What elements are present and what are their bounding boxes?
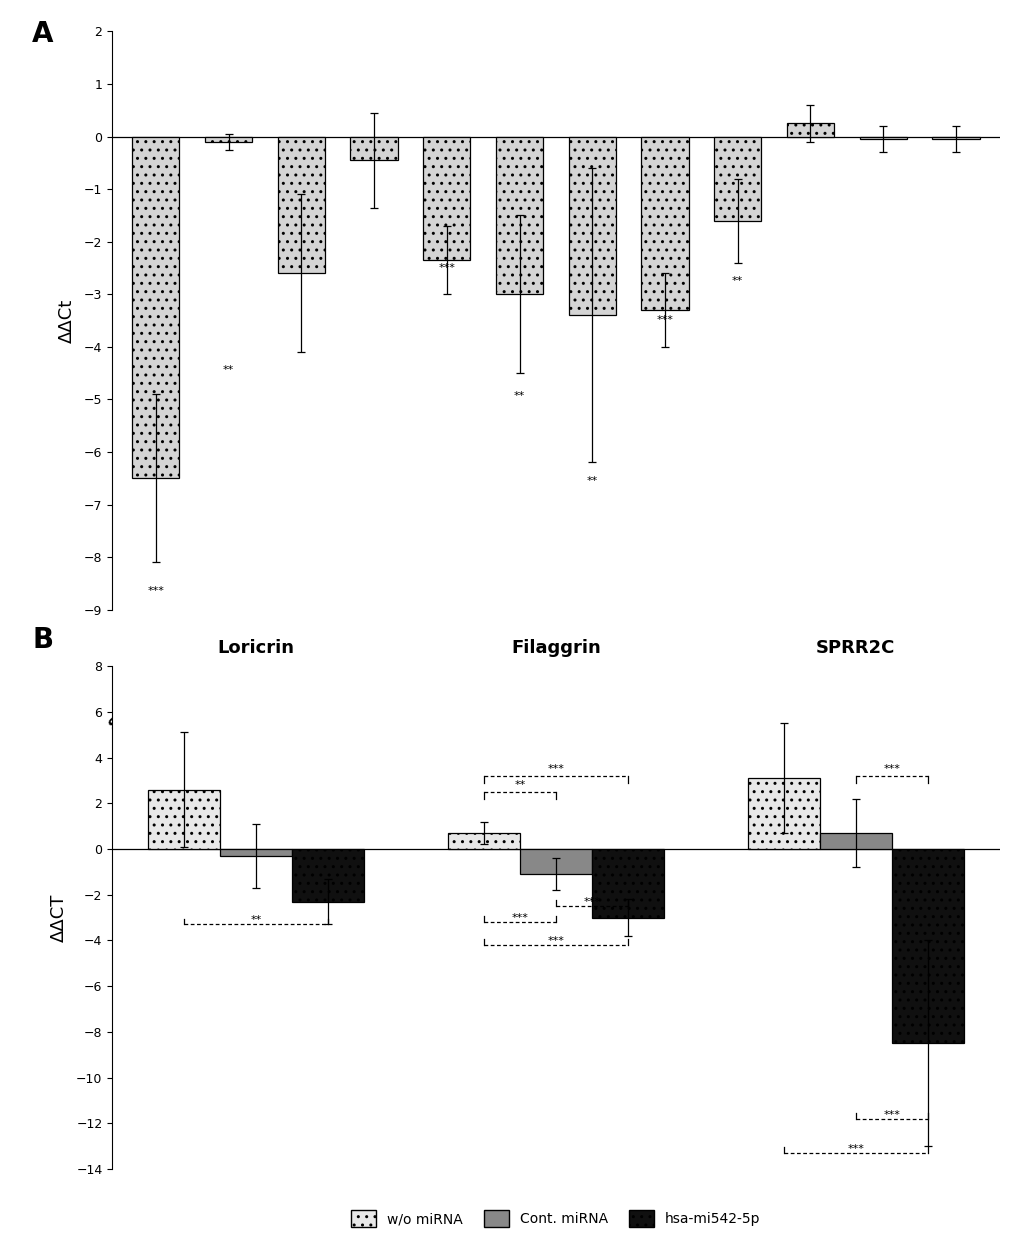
Text: A: A: [33, 20, 54, 48]
Text: **: **: [514, 779, 525, 789]
Bar: [747, 778, 819, 848]
Text: ***: ***: [438, 263, 454, 273]
Bar: [641, 137, 688, 310]
Text: SPRR2E: SPRR2E: [325, 679, 377, 732]
Text: EVPL: EVPL: [921, 679, 959, 716]
Legend: w/o miRNA, Cont. miRNA, hsa-mi542-5p: w/o miRNA, Cont. miRNA, hsa-mi542-5p: [345, 1204, 765, 1232]
Text: **: **: [586, 475, 597, 485]
Text: B: B: [33, 626, 53, 654]
Bar: [351, 137, 397, 160]
Bar: [220, 848, 291, 856]
Text: ***: ***: [882, 1110, 899, 1120]
Text: Loricrin: Loricrin: [217, 639, 294, 657]
Text: PPI: PPI: [858, 679, 886, 706]
Text: ***: ***: [847, 1144, 863, 1154]
Text: LOR: LOR: [709, 679, 741, 710]
Bar: [591, 848, 663, 918]
Bar: [931, 137, 978, 140]
Text: ***: ***: [511, 913, 528, 923]
Bar: [205, 137, 252, 142]
Bar: [277, 137, 325, 273]
Text: ***: ***: [656, 316, 673, 326]
Text: **: **: [223, 366, 234, 376]
Text: ***: ***: [583, 897, 600, 908]
Text: Filaggrin: Filaggrin: [511, 639, 600, 657]
Text: ***: ***: [547, 763, 564, 773]
Text: LCE3A: LCE3A: [624, 679, 668, 724]
Bar: [891, 848, 963, 1043]
Text: ***: ***: [547, 936, 564, 947]
Text: SPRR2C: SPRR2C: [106, 679, 159, 732]
Bar: [786, 123, 834, 137]
Bar: [291, 848, 364, 901]
Text: ***: ***: [148, 586, 164, 596]
Bar: [520, 848, 591, 874]
Bar: [859, 137, 906, 140]
Bar: [447, 833, 520, 848]
Text: ***: ***: [882, 763, 899, 773]
Text: SPRR2B: SPRR2B: [252, 679, 305, 733]
Text: SPRR2G: SPRR2G: [396, 679, 450, 733]
Text: IVL: IVL: [786, 679, 813, 706]
Text: SPRR1B: SPRR1B: [178, 679, 232, 733]
Y-axis label: ΔΔCt: ΔΔCt: [58, 298, 75, 343]
Bar: [148, 789, 220, 848]
Text: **: **: [732, 275, 743, 285]
Bar: [568, 137, 615, 316]
Text: SPRR2C: SPRR2C: [815, 639, 895, 657]
Text: **: **: [514, 391, 525, 401]
Y-axis label: ΔΔCT: ΔΔCT: [50, 894, 67, 941]
Text: **: **: [251, 915, 262, 925]
Bar: [132, 137, 179, 478]
Bar: [819, 833, 891, 848]
Text: LCE2A: LCE2A: [551, 679, 595, 724]
Text: LCE1A: LCE1A: [478, 679, 523, 724]
Bar: [713, 137, 760, 221]
Bar: [423, 137, 470, 260]
Bar: [495, 137, 543, 294]
